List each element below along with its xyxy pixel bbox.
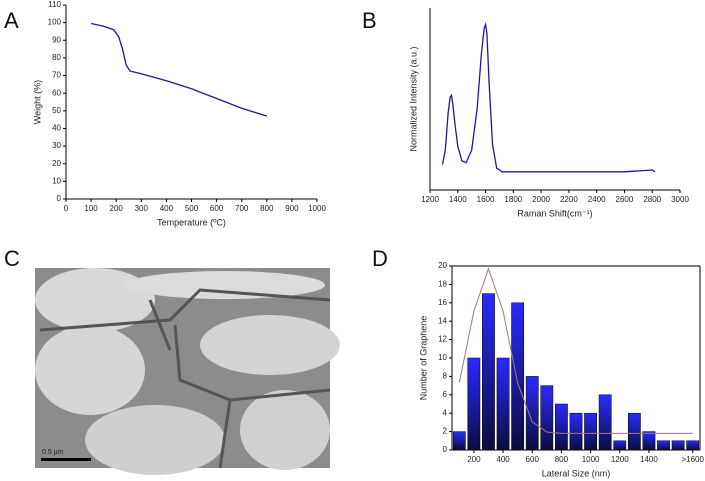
bar — [686, 440, 700, 451]
y-axis-label: Number of Graphene — [418, 316, 428, 401]
bar — [452, 431, 466, 451]
data-line — [441, 21, 656, 173]
y-tick-label: 18 — [438, 280, 447, 289]
panel-label: B — [362, 8, 377, 33]
bar — [657, 440, 670, 451]
x-tick-label: 1600 — [477, 195, 495, 204]
panel-label: A — [4, 8, 19, 33]
scale-bar-label: 0.5 µm — [42, 449, 64, 456]
bar — [627, 412, 641, 451]
x-tick-label: 1400 — [640, 455, 658, 464]
x-axis-label: Temperature (ºC) — [157, 217, 226, 227]
panel-label: D — [372, 246, 388, 271]
x-tick-label: 600 — [210, 204, 224, 213]
y-tick-label: 12 — [438, 335, 447, 344]
x-tick-label: 400 — [496, 455, 510, 464]
fit-curve — [458, 267, 693, 434]
x-tick-label: 1800 — [504, 195, 522, 204]
x-tick-label: 100 — [84, 204, 98, 213]
x-tick-label: 400 — [160, 204, 174, 213]
x-tick-label: 300 — [135, 204, 149, 213]
y-tick-label: 70 — [52, 71, 61, 80]
y-tick-label: 90 — [52, 35, 61, 44]
x-tick-label: 200 — [110, 204, 124, 213]
y-tick-label: 4 — [443, 408, 448, 417]
y-tick-label: 16 — [438, 298, 447, 307]
x-tick-label: 800 — [260, 204, 274, 213]
x-tick-label: 1000 — [308, 204, 326, 213]
y-tick-label: 10 — [438, 353, 447, 362]
x-tick-label: 500 — [185, 204, 199, 213]
x-axis-label: Raman Shift(cm⁻¹) — [517, 208, 592, 218]
y-tick-label: 40 — [52, 124, 61, 133]
x-tick-label: 2200 — [560, 195, 578, 204]
y-tick-label: 0 — [57, 194, 62, 203]
x-tick-label: 700 — [235, 204, 249, 213]
y-tick-label: 2 — [443, 427, 448, 436]
y-tick-label: 20 — [438, 261, 447, 270]
tem-image: 0.5 µm — [35, 268, 340, 475]
x-tick-label: >1600 — [681, 455, 704, 464]
y-tick-label: 30 — [52, 141, 61, 150]
x-tick-label: 600 — [526, 455, 540, 464]
bar — [540, 385, 554, 451]
x-tick-label: 800 — [555, 455, 569, 464]
data-line — [90, 22, 267, 117]
panel-label: C — [4, 246, 20, 271]
y-tick-label: 14 — [438, 316, 447, 325]
bar — [598, 394, 612, 451]
x-tick-label: 2000 — [532, 195, 550, 204]
x-tick-label: 200 — [467, 455, 481, 464]
y-tick-label: 110 — [48, 0, 61, 9]
bar — [613, 440, 627, 451]
y-tick-label: 6 — [443, 390, 448, 399]
x-tick-label: 0 — [64, 204, 69, 213]
bar — [525, 376, 539, 451]
y-tick-label: 10 — [52, 176, 61, 185]
y-tick-label: 60 — [52, 88, 61, 97]
bar — [671, 440, 685, 451]
y-tick-label: 100 — [48, 18, 62, 27]
y-tick-label: 80 — [52, 53, 61, 62]
x-tick-label: 1400 — [449, 195, 467, 204]
x-tick-label: 3000 — [671, 195, 689, 204]
y-axis-label: Weight (%) — [32, 80, 42, 124]
x-tick-label: 2800 — [643, 195, 661, 204]
x-tick-label: 2600 — [616, 195, 634, 204]
y-tick-label: 8 — [443, 372, 448, 381]
y-tick-label: 0 — [443, 445, 448, 454]
bar — [642, 431, 656, 451]
bar — [555, 403, 568, 451]
bar — [569, 412, 583, 451]
x-tick-label: 900 — [285, 204, 299, 213]
bar — [482, 293, 495, 451]
bar — [584, 412, 597, 451]
y-tick-label: 20 — [52, 159, 61, 168]
y-axis-label: Normalized Intensity (a.u.) — [408, 46, 418, 151]
x-tick-label: 1000 — [582, 455, 600, 464]
bar — [511, 302, 525, 451]
bar — [467, 357, 481, 451]
x-tick-label: 1200 — [421, 195, 439, 204]
y-tick-label: 50 — [52, 106, 61, 115]
x-tick-label: 1200 — [611, 455, 629, 464]
x-axis-label: Lateral Size (nm) — [542, 468, 611, 478]
bar — [496, 357, 510, 451]
x-tick-label: 2400 — [588, 195, 606, 204]
